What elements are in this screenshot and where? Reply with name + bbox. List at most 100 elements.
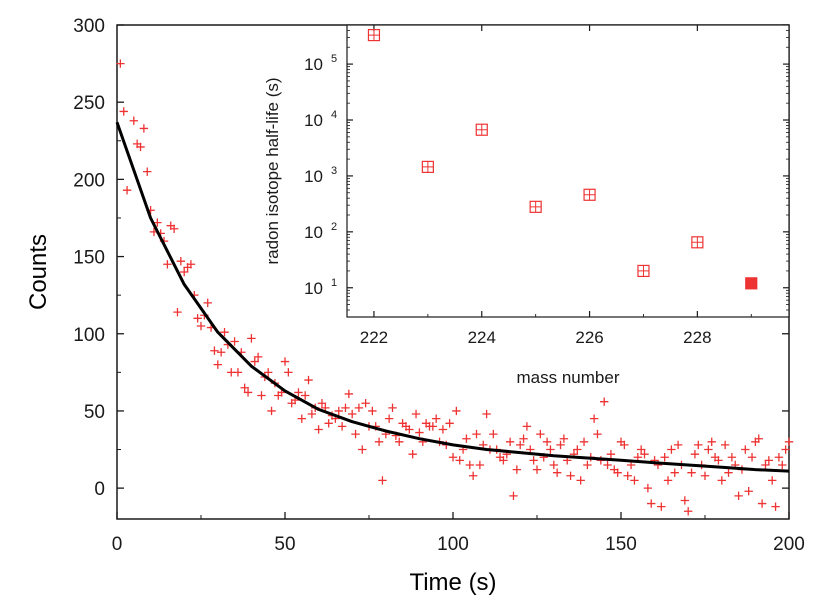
main-data-point — [583, 460, 592, 470]
main-data-point — [499, 456, 508, 465]
main-data-point — [482, 409, 491, 419]
main-data-point — [257, 391, 266, 400]
main-data-point — [428, 422, 438, 431]
main-data-point — [368, 406, 377, 416]
main-data-point — [432, 414, 441, 423]
main-data-point — [122, 185, 132, 195]
inset-x-tick-label: 226 — [575, 328, 603, 347]
main-data-point — [774, 453, 784, 462]
main-data-point — [509, 491, 518, 501]
main-data-point — [337, 422, 347, 431]
main-data-point — [210, 346, 219, 355]
main-data-point — [600, 397, 609, 406]
main-data-point — [163, 260, 172, 269]
main-data-point — [754, 434, 763, 443]
main-data-point — [445, 419, 454, 428]
main-data-point — [129, 116, 138, 125]
main-data-point — [216, 348, 226, 357]
main-data-point — [559, 434, 569, 443]
main-data-point — [230, 337, 239, 346]
inset-y-tick-exponent: 4 — [331, 109, 337, 121]
main-data-point — [620, 440, 629, 450]
inset-x-axis: 222 224 226 228 — [360, 25, 752, 347]
main-data-point — [250, 357, 259, 366]
main-x-axis-title: Time (s) — [409, 569, 496, 596]
inset-y-tick-label: 10 — [304, 167, 323, 186]
inset-x-tick-label: 228 — [683, 328, 711, 347]
main-data-point — [724, 468, 733, 477]
main-data-point — [727, 453, 737, 462]
main-data-point — [714, 456, 723, 465]
main-x-tick-label: 0 — [112, 534, 123, 555]
main-data-point — [351, 429, 360, 439]
main-data-point — [361, 399, 370, 408]
main-data-point — [314, 425, 323, 434]
main-data-point — [694, 440, 703, 450]
main-y-tick-label: 200 — [73, 170, 105, 191]
main-data-point — [667, 445, 676, 454]
inset-plot: 10 1 10 2 10 3 10 4 10 5 222 224 226 228 mass number… — [263, 24, 790, 387]
main-data-point — [378, 476, 387, 485]
main-data-point — [542, 437, 552, 447]
main-data-point — [264, 368, 273, 377]
main-x-axis: 0 50 100 150 200 — [112, 512, 805, 555]
main-data-point — [549, 460, 558, 470]
main-data-point — [462, 434, 471, 443]
main-data-point — [233, 368, 243, 377]
main-data-point — [280, 357, 290, 366]
main-y-tick-label: 300 — [73, 16, 105, 37]
main-x-tick-label: 150 — [605, 534, 637, 555]
main-data-point — [247, 334, 256, 343]
main-y-tick-label: 50 — [84, 402, 105, 423]
main-data-point — [734, 491, 743, 501]
main-data-point — [475, 460, 485, 470]
main-data-point — [468, 471, 478, 480]
inset-y-tick-exponent: 1 — [331, 277, 337, 289]
main-plot: 0 50 100 150 200 250 300 0 50 100 150 200 Time (s)… — [25, 16, 805, 596]
main-data-point — [784, 437, 794, 447]
main-data-point — [253, 352, 263, 362]
main-data-point — [186, 260, 196, 269]
main-data-point — [317, 399, 327, 408]
main-data-point — [139, 124, 149, 133]
main-data-point — [173, 307, 182, 317]
main-data-point — [203, 298, 212, 308]
inset-x-tick-label: 224 — [468, 328, 496, 347]
main-x-tick-label: 50 — [274, 534, 295, 555]
main-data-point — [690, 449, 700, 459]
main-data-point — [180, 267, 189, 277]
main-data-point — [687, 468, 696, 477]
inset-y-tick-exponent: 2 — [331, 221, 337, 233]
main-data-point — [707, 437, 716, 447]
main-data-point — [704, 445, 713, 454]
main-data-point — [589, 414, 599, 423]
inset-data-point-cross — [476, 124, 488, 136]
main-data-point — [522, 422, 532, 431]
main-y-tick-label: 250 — [73, 93, 105, 114]
main-data-point — [768, 476, 777, 485]
main-data-point — [196, 321, 206, 331]
main-data-point — [169, 224, 179, 233]
main-data-point — [680, 496, 690, 505]
main-data-point — [348, 409, 357, 419]
main-data-point — [741, 445, 750, 454]
main-data-point — [358, 445, 367, 454]
main-data-point — [573, 445, 582, 454]
main-data-point — [603, 460, 612, 470]
inset-y-tick-label: 10 — [304, 279, 323, 298]
main-data-point — [505, 437, 515, 447]
main-data-point — [643, 483, 653, 493]
inset-y-tick-exponent: 3 — [331, 165, 337, 177]
main-data-point — [143, 167, 152, 176]
main-data-point — [684, 507, 693, 516]
main-data-point — [116, 59, 125, 68]
main-data-point — [384, 414, 394, 423]
main-data-point — [657, 502, 666, 511]
main-data-point — [613, 468, 622, 477]
main-data-point — [334, 406, 343, 416]
main-data-point — [663, 476, 673, 485]
main-data-point — [405, 425, 414, 434]
main-data-point — [593, 429, 602, 439]
main-y-tick-label: 150 — [73, 248, 105, 269]
